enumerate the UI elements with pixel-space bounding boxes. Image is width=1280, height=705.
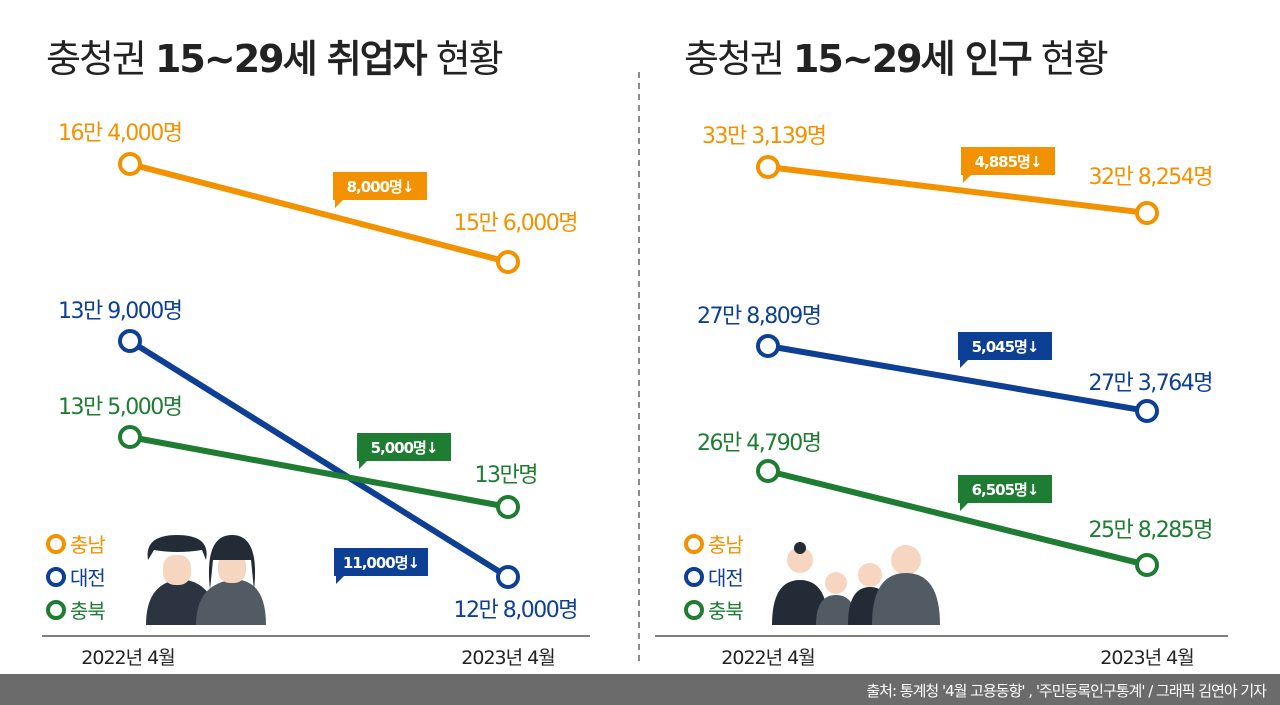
change-callout — [357, 433, 451, 469]
data-point — [118, 329, 142, 353]
circle-marker-icon — [684, 566, 704, 587]
circle-marker-icon — [46, 566, 66, 587]
legend-label: 충남 — [70, 533, 106, 557]
legend-label: 충북 — [70, 599, 106, 623]
legend-item: 충북 — [46, 593, 106, 626]
series-line-충남 — [129, 161, 509, 265]
left-chart-title: 충청권 15~29세 취업자 현황 — [46, 37, 504, 81]
family-illustration — [772, 542, 940, 625]
x-tick-label: 2023년 4월 — [461, 647, 554, 669]
data-label: 32만 8,254명 — [1089, 165, 1212, 190]
workers-illustration — [146, 535, 266, 625]
legend-item: 충북 — [684, 593, 744, 626]
data-label: 26만 4,790명 — [697, 431, 820, 456]
circle-marker-icon — [46, 599, 66, 620]
data-point — [118, 425, 142, 449]
data-point — [756, 459, 780, 483]
data-point — [756, 155, 780, 179]
data-label: 27만 8,809명 — [697, 304, 820, 329]
change-callout — [961, 147, 1055, 183]
x-tick-label: 2022년 4월 — [81, 647, 174, 669]
series-line-대전 — [128, 338, 510, 580]
legend-item: 충남 — [46, 527, 106, 560]
data-label: 13만 9,000명 — [58, 299, 181, 324]
data-label: 27만 3,764명 — [1089, 371, 1212, 396]
data-label: 12만 8,000명 — [454, 598, 577, 623]
legend-label: 대전 — [708, 566, 744, 590]
circle-marker-icon — [684, 599, 704, 620]
series-line-충북 — [767, 468, 1148, 568]
change-callout — [333, 172, 427, 208]
data-label: 13만 5,000명 — [58, 395, 181, 420]
legend-label: 대전 — [70, 566, 106, 590]
data-label: 13만명 — [475, 463, 537, 488]
change-label: 6,505명↓ — [972, 481, 1039, 499]
data-point — [496, 495, 520, 519]
series-line-대전 — [767, 343, 1148, 414]
legend-label: 충북 — [708, 599, 744, 623]
change-label: 4,885명↓ — [975, 153, 1042, 171]
legend-item: 대전 — [46, 560, 106, 593]
change-label: 8,000명↓ — [347, 178, 414, 196]
data-point — [118, 152, 142, 176]
circle-marker-icon — [46, 533, 66, 554]
right-chart-title: 충청권 15~29세 인구 현황 — [684, 37, 1109, 81]
legend-item: 충남 — [684, 527, 744, 560]
change-callout — [958, 475, 1052, 511]
change-callout — [334, 548, 428, 584]
series-line-충북 — [129, 434, 509, 510]
data-point — [756, 334, 780, 358]
legend-item: 대전 — [684, 560, 744, 593]
data-label: 25만 8,285명 — [1089, 518, 1212, 543]
change-label: 5,000명↓ — [371, 439, 438, 457]
source-footer: 출처: 통계청 '4월 고용동향' , '주민등록인구통계' / 그래픽 김연아… — [0, 674, 1280, 705]
data-point — [1135, 399, 1159, 423]
change-label: 11,000명↓ — [343, 554, 419, 572]
x-tick-label: 2022년 4월 — [721, 647, 814, 669]
data-point — [1135, 201, 1159, 225]
data-label: 33만 3,139명 — [702, 124, 825, 149]
change-label: 5,045명↓ — [972, 338, 1039, 356]
data-point — [496, 565, 520, 589]
data-point — [496, 250, 520, 274]
legend-label: 충남 — [708, 533, 744, 557]
x-tick-label: 2023년 4월 — [1100, 647, 1193, 669]
change-callout — [958, 332, 1052, 368]
data-point — [1135, 553, 1159, 577]
data-label: 16만 4,000명 — [58, 121, 181, 146]
series-line-충남 — [767, 164, 1148, 216]
data-label: 15만 6,000명 — [454, 211, 577, 236]
circle-marker-icon — [684, 533, 704, 554]
